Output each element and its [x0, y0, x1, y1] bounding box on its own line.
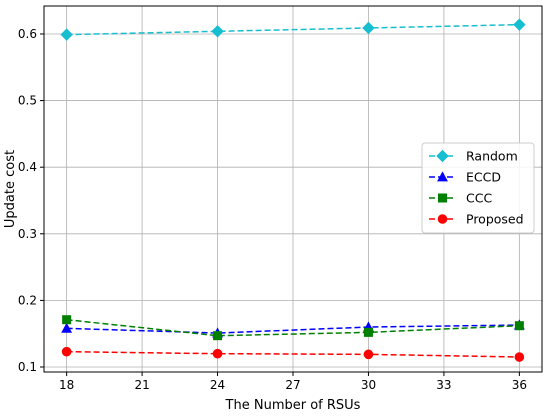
y-tick-label: 0.4 [18, 160, 37, 174]
y-axis-ticks: 0.1 0.2 0.3 0.4 0.5 0.6 [18, 27, 44, 374]
legend-item-proposed: Proposed [429, 212, 524, 227]
series-lines [60, 18, 526, 362]
legend-item-eccd: ECCD [429, 170, 501, 185]
legend-label-eccd: ECCD [466, 170, 501, 185]
data-point-random [211, 25, 224, 38]
x-tick-label: 30 [361, 378, 376, 392]
x-tick-label: 33 [436, 378, 451, 392]
series-proposed [61, 346, 525, 362]
series-line-random [66, 23, 520, 36]
legend-marker-proposed [437, 214, 448, 224]
y-axis-label: Update cost [3, 150, 18, 228]
legend-marker-random [436, 149, 449, 163]
legend-label-random: Random [466, 149, 518, 164]
series-ccc [62, 315, 524, 341]
legend-item-ccc: CCC [429, 191, 492, 206]
data-point-eccd [61, 322, 73, 333]
data-point-random [362, 21, 375, 35]
x-tick-label: 21 [134, 378, 149, 392]
data-point-ccc [514, 321, 524, 331]
legend-box [421, 142, 535, 234]
x-tick-label: 18 [59, 378, 74, 392]
legend-label-ccc: CCC [466, 191, 492, 206]
data-point-random [60, 28, 73, 41]
series-random [60, 18, 526, 41]
x-tick-label: 36 [512, 378, 527, 392]
y-tick-label: 0.1 [18, 360, 37, 374]
data-point-random [513, 18, 526, 31]
y-tick-label: 0.5 [18, 94, 37, 108]
series-line-ccc [66, 318, 520, 337]
data-point-proposed [212, 348, 223, 359]
data-point-ccc [213, 331, 223, 341]
data-point-ccc [62, 315, 72, 325]
series-line-proposed [66, 350, 520, 358]
y-tick-label: 0.2 [18, 293, 37, 307]
x-tick-label: 24 [210, 378, 225, 392]
series-line-eccd [66, 324, 520, 334]
data-point-proposed [61, 346, 72, 357]
x-axis-label: The Number of RSUs [225, 398, 361, 413]
x-axis-ticks: 18 21 24 27 30 33 36 [59, 372, 527, 392]
legend-item-random: Random [429, 149, 518, 164]
data-point-ccc [363, 327, 373, 337]
data-point-proposed [514, 352, 525, 362]
data-point-proposed [363, 349, 374, 360]
legend: Random ECCD CCC Proposed [421, 142, 535, 234]
y-tick-label: 0.6 [18, 27, 37, 41]
legend-label-proposed: Proposed [466, 212, 524, 227]
legend-marker-ccc [438, 193, 447, 203]
x-tick-label: 27 [285, 378, 300, 392]
legend-marker-eccd [437, 171, 448, 182]
y-tick-label: 0.3 [18, 227, 37, 241]
